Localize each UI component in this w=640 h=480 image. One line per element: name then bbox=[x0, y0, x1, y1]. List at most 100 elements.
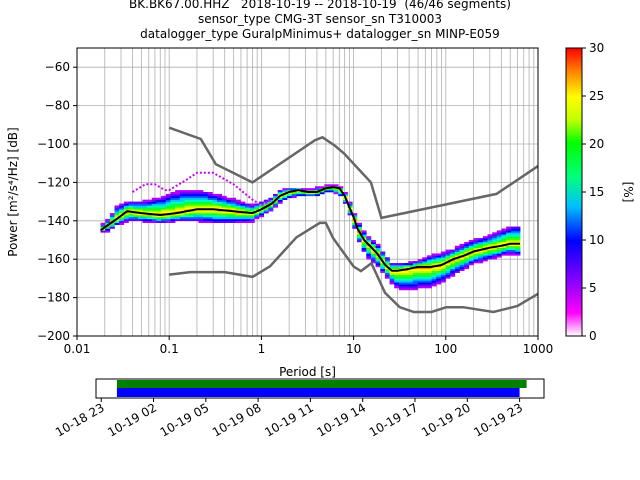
psd-cell bbox=[212, 211, 218, 214]
psd-cell bbox=[109, 218, 115, 222]
psd-cell bbox=[440, 278, 446, 281]
psd-cell bbox=[105, 230, 111, 233]
psd-cell bbox=[389, 264, 395, 268]
psd-cell bbox=[389, 282, 395, 285]
psd-cell bbox=[128, 216, 134, 220]
psd-cell bbox=[366, 249, 372, 252]
psd-cell bbox=[412, 288, 418, 291]
psd-cell bbox=[240, 203, 246, 206]
psd-cell bbox=[161, 220, 167, 224]
psd-cell bbox=[137, 213, 143, 216]
psd-cell bbox=[492, 238, 498, 241]
psd-cell bbox=[179, 193, 185, 197]
psd-cell bbox=[109, 222, 115, 225]
psd-cell bbox=[128, 218, 134, 222]
colorbar-label: [%] bbox=[621, 182, 635, 203]
psd-cell bbox=[352, 224, 358, 227]
psd-cell bbox=[468, 257, 474, 260]
psd-cell bbox=[263, 211, 269, 214]
psd-cell bbox=[347, 201, 353, 204]
noise-model-curves bbox=[168, 126, 538, 314]
psd-cell bbox=[314, 193, 320, 197]
psd-cell bbox=[422, 266, 428, 270]
psd-cell bbox=[464, 264, 470, 268]
psd-cell bbox=[198, 193, 204, 197]
psd-cell bbox=[454, 270, 460, 273]
psd-cell bbox=[193, 205, 199, 208]
psd-cell bbox=[356, 234, 362, 237]
psd-cell bbox=[506, 236, 512, 239]
psd-cell bbox=[161, 201, 167, 204]
psd-cell bbox=[170, 220, 176, 224]
psd-cell bbox=[137, 218, 143, 222]
psd-cell bbox=[128, 205, 134, 208]
psd-cell bbox=[170, 197, 176, 200]
psd-cell bbox=[422, 272, 428, 275]
psd-cell bbox=[198, 199, 204, 202]
psd-cell bbox=[273, 205, 278, 208]
psd-cell bbox=[170, 207, 176, 210]
psd-cell bbox=[370, 259, 376, 262]
timeline-tick-label: 10-19 14 bbox=[314, 400, 368, 439]
psd-cell bbox=[417, 263, 423, 266]
psd-cell bbox=[394, 278, 400, 281]
psd-cell bbox=[245, 205, 251, 208]
psd-cell bbox=[203, 201, 209, 204]
psd-cell bbox=[128, 203, 134, 206]
psd-cell bbox=[147, 199, 153, 202]
psd-cell bbox=[366, 251, 372, 254]
psd-cell bbox=[408, 261, 414, 264]
psd-cell bbox=[147, 211, 153, 214]
psd-cell bbox=[100, 222, 106, 225]
colorbar-tick-label: 30 bbox=[589, 41, 604, 55]
psd-cell bbox=[105, 218, 111, 222]
psd-cell bbox=[454, 255, 460, 258]
psd-cell bbox=[501, 228, 507, 231]
psd-cell bbox=[375, 243, 381, 247]
psd-cell bbox=[142, 199, 148, 202]
psd-cell bbox=[408, 282, 414, 285]
psd-cell bbox=[240, 218, 246, 222]
psd-cell bbox=[100, 230, 106, 233]
psd-cell bbox=[450, 251, 456, 254]
psd-cell bbox=[342, 201, 348, 204]
psd-cell bbox=[291, 188, 297, 191]
psd-cell bbox=[217, 213, 223, 216]
psd-cell bbox=[408, 276, 414, 279]
psd-cell bbox=[356, 224, 362, 227]
psd-cell bbox=[352, 215, 358, 218]
psd-cell bbox=[179, 209, 185, 212]
y-tick-label: −180 bbox=[37, 291, 70, 305]
psd-cell bbox=[459, 259, 465, 262]
psd-cell bbox=[198, 220, 204, 224]
psd-cell bbox=[319, 186, 325, 189]
psd-cell bbox=[175, 215, 181, 218]
psd-cell bbox=[123, 215, 129, 218]
psd-cell bbox=[189, 190, 195, 193]
psd-cell bbox=[179, 216, 185, 220]
psd-cell bbox=[147, 215, 153, 218]
psd-cell bbox=[175, 192, 181, 195]
psd-cell bbox=[431, 255, 437, 258]
psd-cell bbox=[133, 201, 139, 204]
psd-cell bbox=[454, 247, 460, 250]
psd-cell bbox=[226, 220, 232, 224]
psd-cell bbox=[445, 259, 451, 262]
psd-cell bbox=[151, 205, 157, 208]
psd-cell bbox=[184, 197, 190, 200]
psd-cell bbox=[175, 199, 181, 202]
psd-cell bbox=[515, 253, 521, 256]
psd-cell bbox=[310, 193, 316, 197]
psd-cell bbox=[254, 205, 260, 208]
psd-cell bbox=[193, 211, 199, 214]
psd-cell bbox=[496, 249, 502, 252]
colorbar-tick-label: 20 bbox=[589, 137, 604, 151]
psd-cell bbox=[137, 203, 143, 206]
psd-cell bbox=[245, 207, 251, 210]
psd-cell bbox=[412, 286, 418, 289]
psd-cell bbox=[156, 197, 162, 200]
timeline-tick-label: 10-19 11 bbox=[262, 400, 316, 439]
psd-cell bbox=[506, 228, 512, 231]
psd-cell bbox=[100, 224, 106, 227]
psd-cell bbox=[119, 203, 125, 206]
